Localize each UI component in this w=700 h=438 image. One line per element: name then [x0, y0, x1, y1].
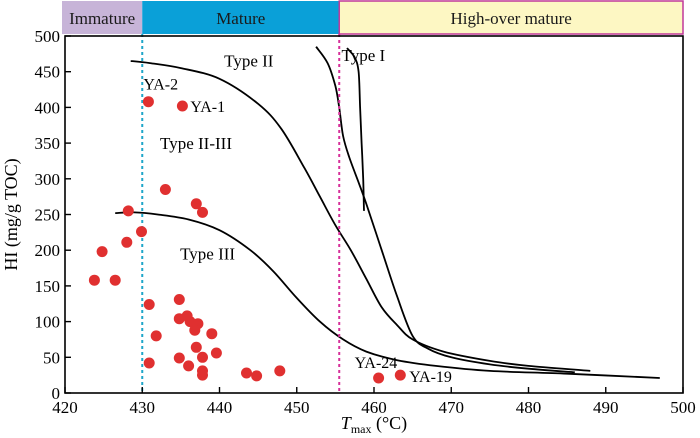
data-point-7 [136, 226, 147, 238]
data-point-1 [142, 96, 154, 108]
maturity-zones: Immature Mature High-over mature [62, 0, 684, 35]
curve-type-i-1 [346, 47, 365, 211]
axis-ticks: 420 430 440 450 460 470 480 490 500 0 50 100 150 200 2… [35, 27, 696, 417]
chart-text: Type I Type II Type II-III Type III YA-2 YA-1… [1, 46, 452, 436]
data-point-29 [241, 367, 252, 379]
x-tick-label-420: 420 [52, 398, 78, 417]
zone-band-immature [62, 1, 143, 34]
data-point-9 [96, 246, 108, 258]
x-tick-label-440: 440 [207, 398, 233, 417]
x-tick-label-470: 470 [439, 398, 465, 417]
data-point-6 [122, 205, 134, 217]
data-point-26 [183, 360, 195, 372]
y-tick-label-350: 350 [35, 134, 61, 153]
data-point-5 [197, 206, 208, 218]
curve-type-i-2 [315, 46, 575, 374]
point-label-ya-24: YA-24 [355, 355, 398, 372]
y-tick-label-0: 0 [52, 384, 61, 403]
data-point-30 [197, 369, 208, 381]
data-point-23 [197, 351, 208, 363]
x-tick-label-490: 490 [593, 398, 619, 417]
data-point-3 [159, 184, 171, 195]
data-point-22 [210, 347, 222, 359]
data-point-2 [176, 100, 188, 112]
zone-label-high-over-mature: High-over mature [450, 9, 571, 28]
data-point-4 [190, 198, 202, 210]
zone-label-immature: Immature [69, 9, 135, 28]
point-label-ya-2: YA-2 [143, 77, 178, 94]
y-tick-label-100: 100 [35, 313, 61, 332]
y-tick-label-150: 150 [35, 277, 61, 296]
data-point-33 [394, 369, 406, 381]
data-point-31 [251, 370, 263, 382]
data-point-32 [373, 372, 385, 384]
x-tick-label-500: 500 [670, 398, 696, 417]
data-point-24 [173, 352, 185, 364]
data-point-21 [190, 341, 202, 353]
data-point-18 [189, 324, 201, 336]
data-point-12 [173, 294, 185, 305]
zone-band-mature [142, 1, 340, 34]
data-point-25 [143, 357, 155, 369]
data-point-15 [173, 313, 185, 325]
data-point-8 [121, 236, 133, 248]
x-axis-title-unit: (°C) [371, 413, 407, 434]
x-axis-title-symbol: T [341, 413, 353, 433]
type-label-type-ii: Type II [224, 52, 274, 71]
data-point-13 [143, 299, 155, 310]
type-label-type-iii: Type III [180, 244, 235, 263]
y-axis-title: HI (mg/g TOC) [1, 158, 22, 270]
type-label-type-ii-iii: Type II-III [160, 134, 232, 153]
x-tick-label-430: 430 [130, 398, 156, 417]
x-axis-title-subscript: max [351, 422, 372, 436]
y-tick-label-200: 200 [35, 241, 61, 260]
point-label-ya-19: YA-19 [409, 369, 452, 386]
data-point-28 [274, 365, 286, 377]
point-label-ya-1: YA-1 [190, 99, 225, 116]
zone-label-mature: Mature [216, 9, 265, 28]
data-point-19 [206, 328, 218, 340]
y-tick-label-300: 300 [35, 170, 61, 189]
y-tick-label-500: 500 [35, 27, 61, 46]
zone-band-high-over-mature [338, 0, 684, 35]
x-tick-label-450: 450 [284, 398, 310, 417]
curve-type-iii-4 [115, 211, 660, 379]
y-tick-label-250: 250 [35, 206, 61, 225]
y-tick-label-450: 450 [35, 63, 61, 82]
x-axis-title: Tmax (°C) [341, 413, 407, 436]
x-tick-label-480: 480 [516, 398, 542, 417]
data-point-11 [109, 274, 121, 286]
data-point-20 [150, 330, 162, 342]
type-label-type-i: Type I [342, 46, 386, 65]
y-tick-label-50: 50 [43, 348, 60, 367]
x-tick-label-460: 460 [361, 398, 387, 417]
curve-type-ii-3 [130, 60, 591, 372]
sample-points [88, 96, 406, 384]
y-tick-label-400: 400 [35, 98, 61, 117]
data-point-10 [88, 274, 100, 286]
kerogen-type-curves [115, 46, 660, 379]
